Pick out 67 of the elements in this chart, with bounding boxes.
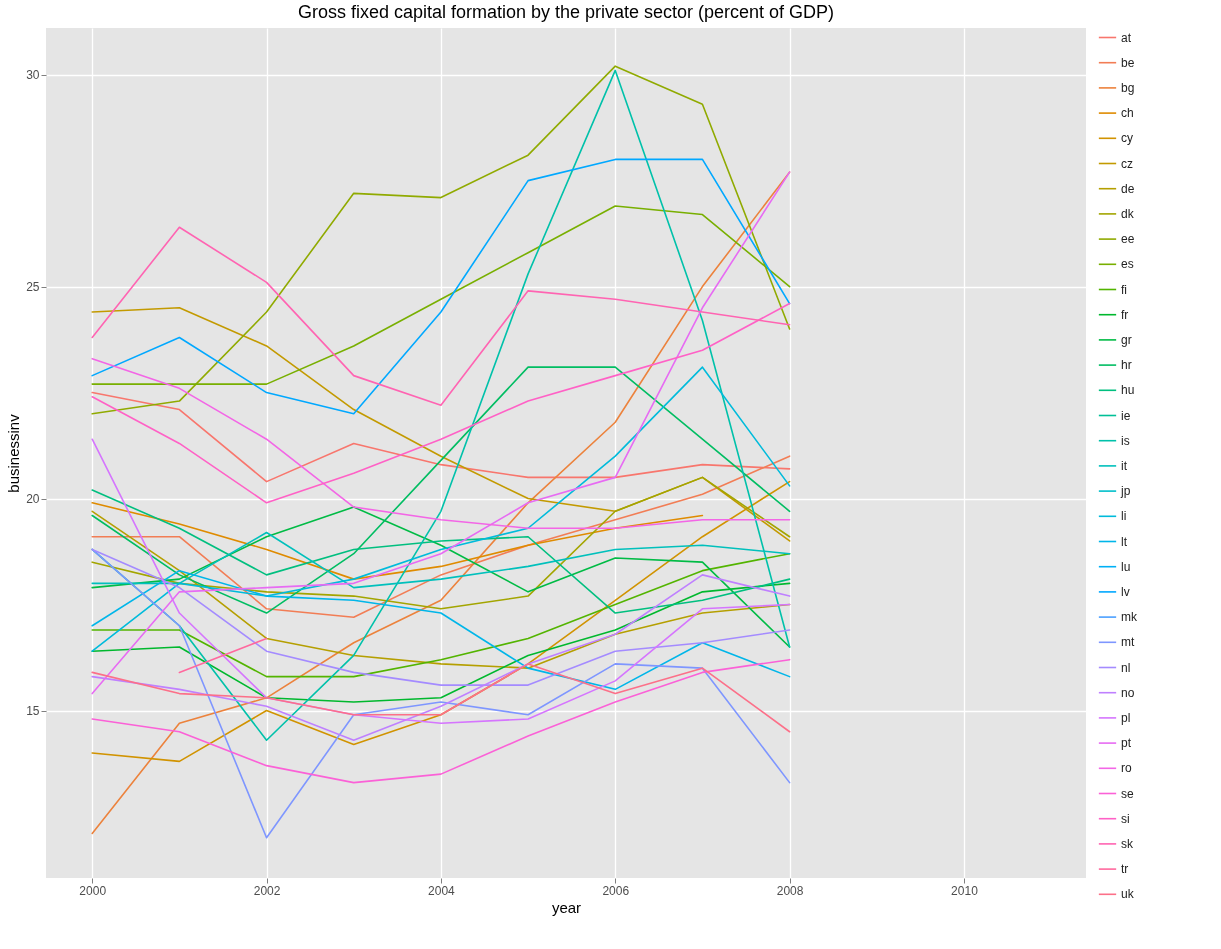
line-series — [91, 510, 791, 669]
legend-label: cy — [1121, 131, 1133, 146]
legend-label: bg — [1121, 80, 1135, 95]
legend-label: se — [1121, 786, 1134, 801]
legend-label: es — [1121, 257, 1134, 272]
chart-title: Gross fixed capital formation by the private sector (percent of GDP) — [297, 2, 835, 22]
legend-label: gr — [1121, 332, 1132, 347]
line-series — [91, 357, 791, 530]
legend-label: mt — [1121, 635, 1135, 650]
legend-label: jp — [1120, 484, 1131, 499]
line-series — [91, 171, 791, 695]
legend-label: nl — [1121, 660, 1131, 675]
y-tick-label: 25 — [26, 280, 40, 295]
legend-label: ie — [1121, 408, 1131, 423]
line-series — [91, 226, 791, 407]
line-series — [91, 663, 791, 733]
legend-label: ee — [1121, 232, 1135, 247]
legend-label: hu — [1121, 383, 1135, 398]
x-tick-label: 2006 — [602, 883, 630, 898]
legend-label: li — [1121, 509, 1127, 524]
x-tick-label: 2002 — [253, 883, 281, 898]
legend-label: sk — [1121, 836, 1134, 851]
line-series — [91, 455, 791, 619]
line-series — [91, 658, 791, 784]
legend-label: cz — [1121, 156, 1133, 171]
line-series — [91, 548, 791, 839]
y-axis-title: businessinv — [5, 413, 23, 493]
legend-label: tr — [1121, 862, 1129, 877]
line-series — [91, 582, 791, 703]
line-series — [91, 302, 791, 504]
legend-label: no — [1121, 685, 1135, 700]
line-series — [91, 205, 791, 385]
line-series — [91, 391, 791, 483]
legend-label: lv — [1121, 584, 1130, 599]
legend-label: it — [1121, 458, 1128, 473]
legend-label: si — [1121, 811, 1130, 826]
legend-label: lu — [1121, 559, 1131, 574]
x-tick-label: 2010 — [951, 883, 979, 898]
line-series — [91, 158, 791, 415]
legend-label: at — [1121, 30, 1132, 45]
legend-label: fi — [1121, 282, 1127, 297]
line-series — [91, 65, 791, 415]
legend-label: ch — [1121, 106, 1134, 121]
y-tick-label: 30 — [26, 68, 40, 83]
legend-label: is — [1121, 433, 1130, 448]
x-tick-label: 2000 — [79, 883, 107, 898]
legend-label: uk — [1121, 887, 1135, 902]
x-tick-label: 2004 — [428, 883, 456, 898]
legend-label: pl — [1121, 710, 1131, 725]
legend-label: pt — [1121, 736, 1132, 751]
legend-label: mk — [1121, 610, 1138, 625]
legend-label: lt — [1121, 534, 1128, 549]
legend-label: de — [1121, 181, 1135, 196]
x-axis-title: year — [551, 898, 582, 916]
legend-label: dk — [1121, 206, 1135, 221]
legend-label: fr — [1121, 307, 1129, 322]
line-series — [91, 502, 704, 580]
line-series — [91, 569, 791, 691]
legend-label: be — [1121, 55, 1135, 70]
legend-label: hr — [1121, 358, 1132, 373]
legend-label: ro — [1121, 761, 1132, 776]
line-series — [91, 531, 791, 589]
line-series — [91, 574, 791, 742]
y-tick-label: 15 — [26, 704, 40, 719]
x-tick-label: 2008 — [776, 883, 804, 898]
y-tick-label: 20 — [26, 492, 40, 507]
line-series — [91, 506, 791, 648]
